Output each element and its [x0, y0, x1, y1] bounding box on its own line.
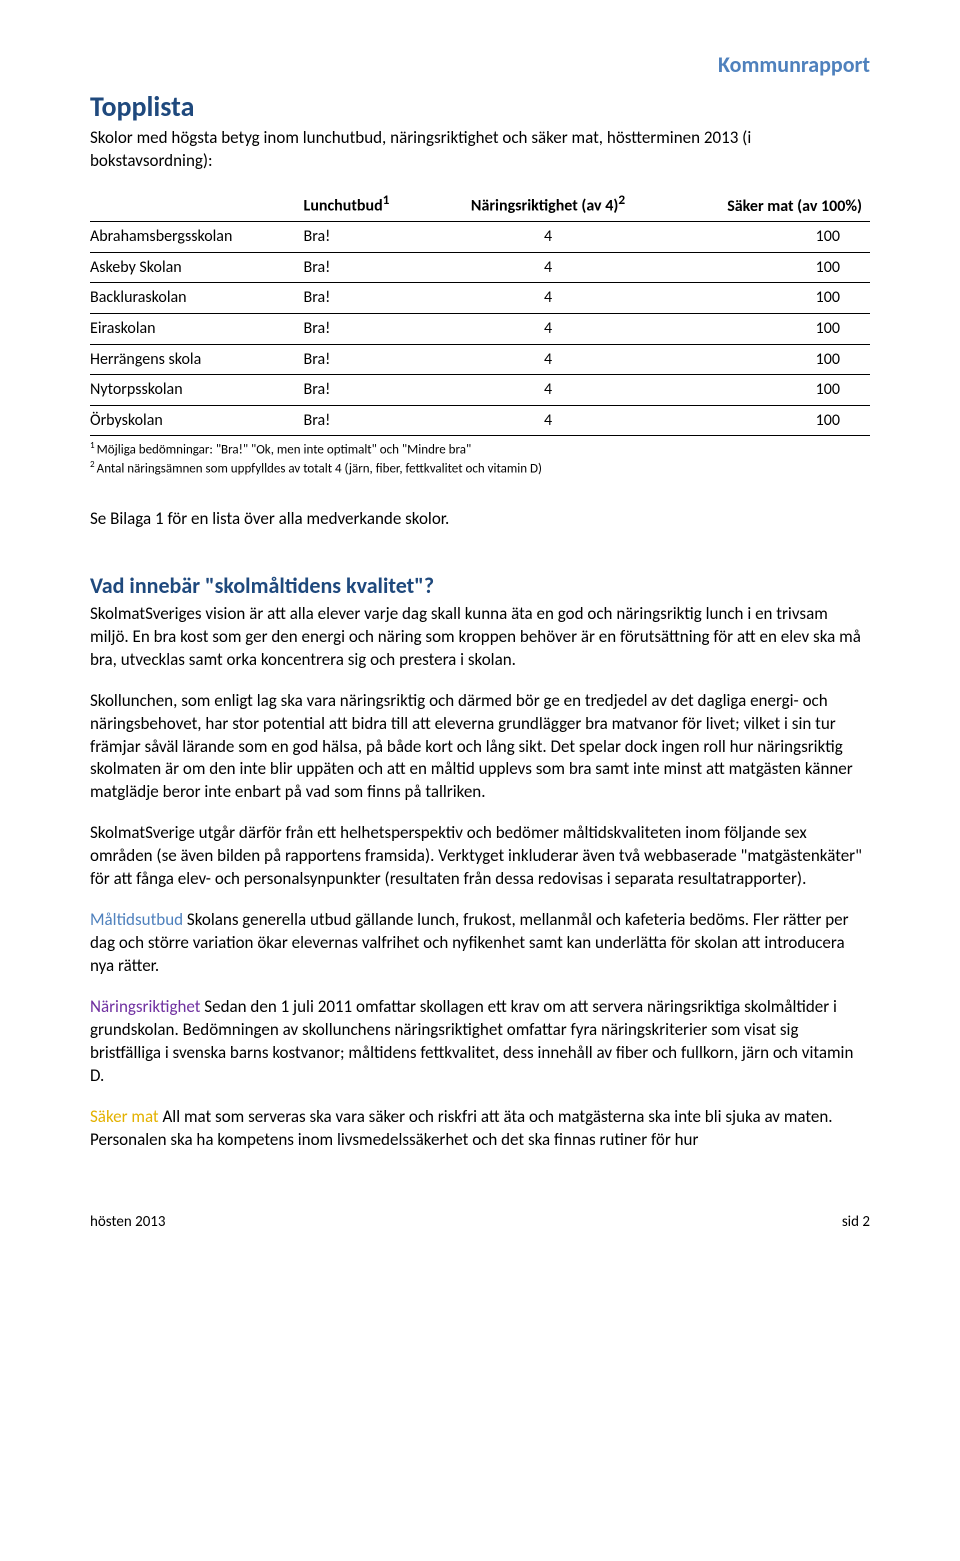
cell-lunch: Bra!: [304, 222, 437, 253]
cell-nutrition: 4: [437, 252, 667, 283]
para-skollunchen: Skollunchen, som enligt lag ska vara när…: [90, 690, 870, 805]
col-school: [90, 187, 304, 221]
cell-lunch: Bra!: [304, 405, 437, 436]
footnotes: 1 Möjliga bedömningar: "Bra!" "Ok, men i…: [90, 440, 870, 478]
para-naringsriktighet: Näringsriktighet Sedan den 1 juli 2011 o…: [90, 996, 870, 1088]
header-right-title: Kommunrapport: [90, 50, 870, 80]
table-row: EiraskolanBra!4100: [90, 314, 870, 345]
cell-nutrition: 4: [437, 222, 667, 253]
para-saker-mat-rest: All mat som serveras ska vara säker och …: [90, 1106, 833, 1150]
term-saker-mat: Säker mat: [90, 1106, 159, 1127]
footer-left: hösten 2013: [90, 1212, 166, 1232]
cell-school: Eiraskolan: [90, 314, 304, 345]
para-saker-mat: Säker mat All mat som serveras ska vara …: [90, 1106, 870, 1152]
cell-lunch: Bra!: [304, 375, 437, 406]
cell-safe: 100: [667, 344, 870, 375]
cell-safe: 100: [667, 314, 870, 345]
col-saker-mat: Säker mat (av 100%): [667, 187, 870, 221]
table-row: ÖrbyskolanBra!4100: [90, 405, 870, 436]
footnote-1: 1 Möjliga bedömningar: "Bra!" "Ok, men i…: [90, 440, 870, 459]
cell-safe: 100: [667, 375, 870, 406]
cell-safe: 100: [667, 405, 870, 436]
cell-school: Abrahamsbergsskolan: [90, 222, 304, 253]
cell-lunch: Bra!: [304, 252, 437, 283]
table-row: NytorpsskolanBra!4100: [90, 375, 870, 406]
footer-right: sid 2: [842, 1212, 870, 1232]
term-naringsriktighet: Näringsriktighet: [90, 996, 200, 1017]
footnote-1-text: Möjliga bedömningar: "Bra!" "Ok, men int…: [97, 443, 472, 458]
col-lunchutbud: Lunchutbud1: [304, 187, 437, 221]
cell-school: Nytorpsskolan: [90, 375, 304, 406]
cell-nutrition: 4: [437, 375, 667, 406]
cell-lunch: Bra!: [304, 283, 437, 314]
cell-nutrition: 4: [437, 405, 667, 436]
topplista-intro: Skolor med högsta betyg inom lunchutbud,…: [90, 127, 870, 173]
cell-nutrition: 4: [437, 344, 667, 375]
footnote-2: 2 Antal näringsämnen som uppfylldes av t…: [90, 459, 870, 478]
page-footer: hösten 2013 sid 2: [90, 1212, 870, 1232]
see-bilaga: Se Bilaga 1 för en lista över alla medve…: [90, 508, 870, 531]
cell-safe: 100: [667, 222, 870, 253]
cell-safe: 100: [667, 252, 870, 283]
cell-school: Backluraskolan: [90, 283, 304, 314]
cell-safe: 100: [667, 283, 870, 314]
para-maltidsutbud-rest: Skolans generella utbud gällande lunch, …: [90, 909, 849, 976]
para-helhet: SkolmatSverige utgår därför från ett hel…: [90, 822, 870, 891]
cell-nutrition: 4: [437, 283, 667, 314]
table-header-row: Lunchutbud1 Näringsriktighet (av 4)2 Säk…: [90, 187, 870, 221]
cell-lunch: Bra!: [304, 314, 437, 345]
cell-nutrition: 4: [437, 314, 667, 345]
cell-school: Askeby Skolan: [90, 252, 304, 283]
footnote-2-text: Antal näringsämnen som uppfylldes av tot…: [97, 462, 542, 477]
cell-school: Örbyskolan: [90, 405, 304, 436]
term-maltidsutbud: Måltidsutbud: [90, 909, 183, 930]
cell-school: Herrängens skola: [90, 344, 304, 375]
table-row: BackluraskolanBra!4100: [90, 283, 870, 314]
para-vision: SkolmatSveriges vision är att alla eleve…: [90, 603, 870, 672]
table-row: Herrängens skolaBra!4100: [90, 344, 870, 375]
school-table: Lunchutbud1 Näringsriktighet (av 4)2 Säk…: [90, 187, 870, 436]
col-naringsriktighet: Näringsriktighet (av 4)2: [437, 187, 667, 221]
topplista-heading: Topplista: [90, 88, 870, 126]
para-maltidsutbud: Måltidsutbud Skolans generella utbud gäl…: [90, 909, 870, 978]
table-row: Askeby SkolanBra!4100: [90, 252, 870, 283]
table-row: AbrahamsbergsskolanBra!4100: [90, 222, 870, 253]
para-naringsriktighet-rest: Sedan den 1 juli 2011 omfattar skollagen…: [90, 996, 853, 1086]
cell-lunch: Bra!: [304, 344, 437, 375]
section-kvalitet-heading: Vad innebär "skolmåltidens kvalitet"?: [90, 571, 870, 601]
